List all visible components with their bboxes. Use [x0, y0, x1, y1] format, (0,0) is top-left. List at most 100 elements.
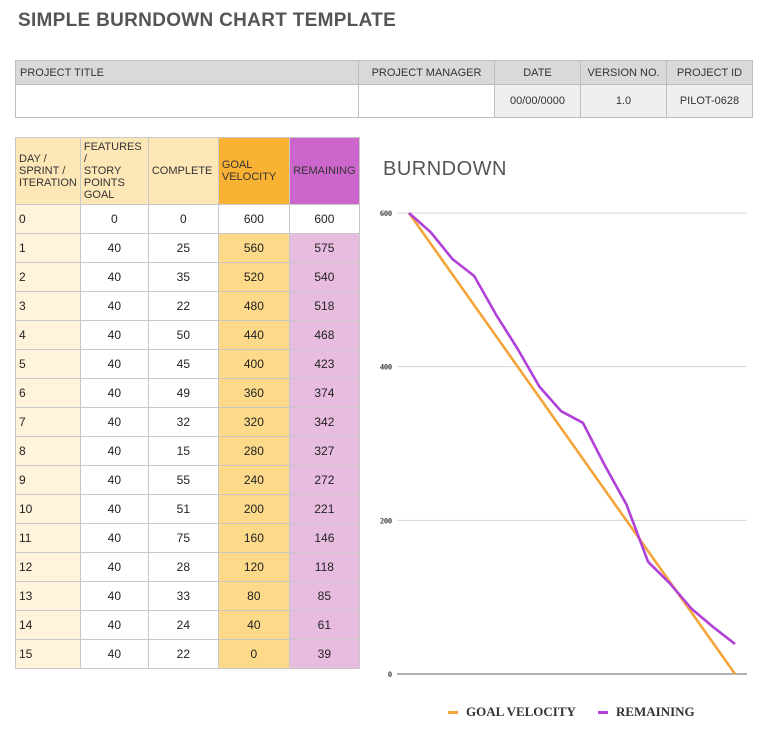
- y-tick-label: 400: [380, 363, 392, 372]
- day-cell[interactable]: 3: [15, 291, 81, 321]
- day-cell[interactable]: 5: [15, 349, 81, 379]
- features-cell[interactable]: 40: [79, 233, 149, 263]
- day-cell[interactable]: 12: [15, 552, 81, 582]
- goal-velocity-cell[interactable]: 400: [217, 349, 290, 379]
- day-cell[interactable]: 13: [15, 581, 81, 611]
- complete-cell[interactable]: 50: [147, 320, 219, 350]
- features-cell[interactable]: 40: [79, 494, 149, 524]
- remaining-cell[interactable]: 374: [288, 378, 360, 408]
- complete-cell[interactable]: 51: [147, 494, 219, 524]
- remaining-cell[interactable]: 575: [288, 233, 360, 263]
- complete-cell[interactable]: 75: [147, 523, 219, 553]
- remaining-cell[interactable]: 272: [288, 465, 360, 495]
- features-cell[interactable]: 40: [79, 320, 149, 350]
- goal-velocity-cell[interactable]: 160: [217, 523, 290, 553]
- complete-cell[interactable]: 24: [147, 610, 219, 640]
- date-header: DATE: [494, 60, 581, 85]
- complete-cell[interactable]: 22: [147, 291, 219, 321]
- day-cell[interactable]: 9: [15, 465, 81, 495]
- remaining-cell[interactable]: 468: [288, 320, 360, 350]
- goal-velocity-cell[interactable]: 80: [217, 581, 290, 611]
- project-title-header: PROJECT TITLE: [15, 60, 359, 85]
- day-cell[interactable]: 6: [15, 378, 81, 408]
- table-row: 6 40 49 360 374: [15, 378, 360, 408]
- features-cell[interactable]: 40: [79, 581, 149, 611]
- day-cell[interactable]: 14: [15, 610, 81, 640]
- remaining-cell[interactable]: 146: [288, 523, 360, 553]
- project-manager-cell[interactable]: [358, 84, 495, 118]
- series-line-remaining: [408, 212, 736, 646]
- features-cell[interactable]: 40: [79, 378, 149, 408]
- features-cell[interactable]: 40: [79, 523, 149, 553]
- day-cell[interactable]: 7: [15, 407, 81, 437]
- version-cell[interactable]: 1.0: [580, 84, 667, 118]
- remaining-cell[interactable]: 61: [288, 610, 360, 640]
- project-title-cell[interactable]: [15, 84, 359, 118]
- legend-label-goal-velocity: GOAL VELOCITY: [466, 704, 576, 719]
- series-line-goal-velocity: [407, 212, 737, 675]
- remaining-cell[interactable]: 118: [288, 552, 360, 582]
- complete-cell[interactable]: 49: [147, 378, 219, 408]
- legend-item-goal-velocity: GOAL VELOCITY: [448, 704, 576, 720]
- features-cell[interactable]: 40: [79, 465, 149, 495]
- date-cell[interactable]: 00/00/0000: [494, 84, 581, 118]
- goal-velocity-cell[interactable]: 40: [217, 610, 290, 640]
- day-cell[interactable]: 2: [15, 262, 81, 292]
- remaining-cell[interactable]: 85: [288, 581, 360, 611]
- day-cell[interactable]: 8: [15, 436, 81, 466]
- complete-cell[interactable]: 22: [147, 639, 219, 669]
- goal-velocity-cell[interactable]: 240: [217, 465, 290, 495]
- features-cell[interactable]: 40: [79, 349, 149, 379]
- features-cell[interactable]: 40: [79, 552, 149, 582]
- goal-velocity-cell[interactable]: 360: [217, 378, 290, 408]
- project-id-cell[interactable]: PILOT-0628: [666, 84, 753, 118]
- features-cell[interactable]: 40: [79, 610, 149, 640]
- complete-cell[interactable]: 35: [147, 262, 219, 292]
- day-cell[interactable]: 11: [15, 523, 81, 553]
- day-cell[interactable]: 0: [15, 204, 81, 234]
- complete-cell[interactable]: 32: [147, 407, 219, 437]
- goal-velocity-cell[interactable]: 320: [217, 407, 290, 437]
- complete-cell[interactable]: 0: [147, 204, 219, 234]
- remaining-cell[interactable]: 540: [288, 262, 360, 292]
- goal-velocity-cell[interactable]: 0: [217, 639, 290, 669]
- complete-cell[interactable]: 28: [147, 552, 219, 582]
- features-cell[interactable]: 40: [79, 262, 149, 292]
- goal-velocity-cell[interactable]: 520: [217, 262, 290, 292]
- complete-cell[interactable]: 15: [147, 436, 219, 466]
- features-cell[interactable]: 40: [79, 291, 149, 321]
- features-cell[interactable]: 40: [79, 436, 149, 466]
- day-cell[interactable]: 1: [15, 233, 81, 263]
- complete-cell[interactable]: 45: [147, 349, 219, 379]
- day-cell[interactable]: 15: [15, 639, 81, 669]
- goal-velocity-cell[interactable]: 120: [217, 552, 290, 582]
- project-info-table: PROJECT TITLE PROJECT MANAGER DATE VERSI…: [15, 60, 753, 118]
- goal-velocity-cell[interactable]: 560: [217, 233, 290, 263]
- features-cell[interactable]: 0: [79, 204, 149, 234]
- table-row: 4 40 50 440 468: [15, 320, 360, 350]
- project-manager-header: PROJECT MANAGER: [358, 60, 495, 85]
- goal-velocity-cell[interactable]: 600: [217, 204, 290, 234]
- goal-velocity-cell[interactable]: 280: [217, 436, 290, 466]
- goal-velocity-cell[interactable]: 200: [217, 494, 290, 524]
- day-cell[interactable]: 4: [15, 320, 81, 350]
- day-cell[interactable]: 10: [15, 494, 81, 524]
- complete-cell[interactable]: 25: [147, 233, 219, 263]
- complete-cell[interactable]: 55: [147, 465, 219, 495]
- remaining-cell[interactable]: 342: [288, 407, 360, 437]
- remaining-cell[interactable]: 423: [288, 349, 360, 379]
- table-row: 12 40 28 120 118: [15, 552, 360, 582]
- remaining-cell[interactable]: 39: [288, 639, 360, 669]
- table-row: 9 40 55 240 272: [15, 465, 360, 495]
- features-cell[interactable]: 40: [79, 639, 149, 669]
- remaining-cell[interactable]: 221: [288, 494, 360, 524]
- features-cell[interactable]: 40: [79, 407, 149, 437]
- table-row: 10 40 51 200 221: [15, 494, 360, 524]
- remaining-cell[interactable]: 600: [288, 204, 360, 234]
- complete-cell[interactable]: 33: [147, 581, 219, 611]
- page-title: SIMPLE BURNDOWN CHART TEMPLATE: [18, 10, 397, 31]
- remaining-cell[interactable]: 327: [288, 436, 360, 466]
- goal-velocity-cell[interactable]: 440: [217, 320, 290, 350]
- remaining-cell[interactable]: 518: [288, 291, 360, 321]
- goal-velocity-cell[interactable]: 480: [217, 291, 290, 321]
